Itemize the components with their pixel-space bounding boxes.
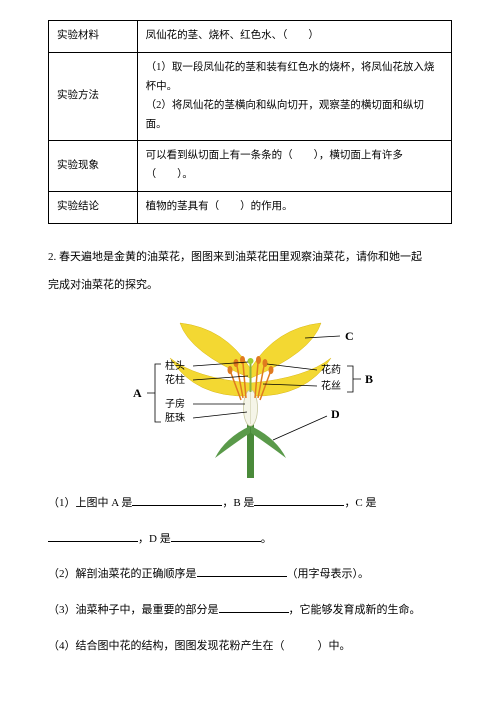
label-huayao: 花药 bbox=[321, 363, 341, 376]
q1-pre: （1）上图中 A 是 bbox=[48, 497, 132, 509]
flower-diagram: 柱头 花柱 子房 胚珠 A 花药 花丝 B C D bbox=[48, 308, 452, 478]
label-B: B bbox=[365, 372, 373, 386]
intro-line1: 春天遍地是金黄的油菜花，图图来到油菜花田里观察油菜花，请你和她一起 bbox=[59, 251, 422, 263]
label-zhutou: 柱头 bbox=[165, 359, 185, 372]
q1-blank-a bbox=[132, 494, 222, 506]
experiment-table: 实验材料 凤仙花的茎、烧杯、红色水、（ ） 实验方法 （1）取一段凤仙花的茎和装… bbox=[48, 20, 452, 224]
q3-blank bbox=[219, 601, 289, 613]
q3-pre: （3）油菜种子中，最重要的部分是 bbox=[48, 604, 219, 616]
row2-line2: （2）将凤仙花的茎横向和纵向切开，观察茎的横切面和纵切面。 bbox=[146, 97, 443, 135]
intro-num: 2. bbox=[48, 251, 59, 263]
q2-blank bbox=[197, 565, 287, 577]
q2-pre: （2）解剖油菜花的正确顺序是 bbox=[48, 568, 197, 580]
row2-line1: （1）取一段凤仙花的茎和装有红色水的烧杯，将凤仙花放入烧杯中。 bbox=[146, 59, 443, 97]
q1-mid3: ，D 是 bbox=[138, 533, 171, 545]
q1-blank-d bbox=[171, 530, 261, 542]
q4-pre: （4）结合图中花的结构，图图发现花粉产生在（ ）中。 bbox=[48, 640, 351, 652]
intro-text: 2. 春天遍地是金黄的油菜花，图图来到油菜花田里观察油菜花，请你和她一起 bbox=[48, 248, 452, 268]
row3-content: 可以看到纵切面上有一条条的（ ），横切面上有许多（ ）。 bbox=[137, 141, 451, 192]
label-huasi: 花丝 bbox=[321, 379, 341, 392]
row2-content: （1）取一段凤仙花的茎和装有红色水的烧杯，将凤仙花放入烧杯中。 （2）将凤仙花的… bbox=[137, 52, 451, 141]
label-huazhu: 花柱 bbox=[165, 373, 185, 386]
row4-content: 植物的茎具有（ ）的作用。 bbox=[137, 192, 451, 224]
q2-end: （用字母表示）。 bbox=[287, 568, 370, 580]
q1-blank-b bbox=[254, 494, 344, 506]
row3-label: 实验现象 bbox=[49, 141, 138, 192]
label-zifang: 子房 bbox=[165, 397, 185, 410]
q1-blank-c bbox=[48, 530, 138, 542]
question-4: （4）结合图中花的结构，图图发现花粉产生在（ ）中。 bbox=[48, 637, 452, 657]
row1-label: 实验材料 bbox=[49, 21, 138, 53]
label-D: D bbox=[331, 407, 340, 421]
label-A: A bbox=[133, 386, 142, 400]
question-2: （2）解剖油菜花的正确顺序是 （用字母表示）。 bbox=[48, 565, 452, 585]
q1-mid2: ，C 是 bbox=[344, 497, 376, 509]
q3-end: ，它能够发育成新的生命。 bbox=[289, 604, 421, 616]
label-C: C bbox=[345, 329, 354, 343]
q1-end: 。 bbox=[261, 533, 272, 545]
question-1b: ，D 是 。 bbox=[48, 530, 452, 550]
q1-mid1: ，B 是 bbox=[222, 497, 254, 509]
label-peizhu: 胚珠 bbox=[165, 411, 185, 424]
row4-label: 实验结论 bbox=[49, 192, 138, 224]
row2-label: 实验方法 bbox=[49, 52, 138, 141]
question-1: （1）上图中 A 是 ，B 是 ，C 是 bbox=[48, 494, 452, 514]
intro-text-2: 完成对油菜花的探究。 bbox=[48, 276, 452, 296]
row1-content: 凤仙花的茎、烧杯、红色水、（ ） bbox=[137, 21, 451, 53]
question-3: （3）油菜种子中，最重要的部分是 ，它能够发育成新的生命。 bbox=[48, 601, 452, 621]
